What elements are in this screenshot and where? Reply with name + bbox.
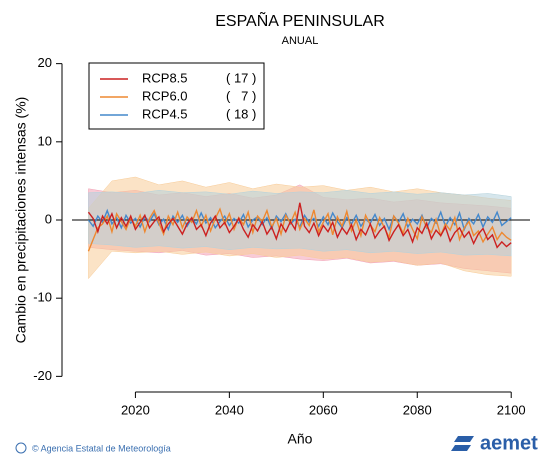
y-tick-label: 10 [38, 133, 52, 148]
x-tick-label: 2020 [121, 402, 150, 417]
y-tick-label: -10 [33, 290, 52, 305]
logo-mark [451, 436, 474, 451]
chart-title: ESPAÑA PENINSULAR [215, 10, 385, 30]
x-tick-label: 2080 [403, 402, 432, 417]
credit: © Agencia Estatal de Meteorología [32, 443, 171, 453]
x-tick-label: 2100 [497, 402, 526, 417]
logo: aemet [480, 432, 538, 454]
x-tick-label: 2060 [309, 402, 338, 417]
legend-label: RCP4.5 [142, 106, 188, 121]
legend-count: ( 18 ) [226, 106, 256, 121]
x-tick-label: 2040 [215, 402, 244, 417]
range-band [88, 190, 512, 257]
y-axis-label: Cambio en precipitaciones intensas (%) [13, 97, 29, 344]
x-axis-label: Año [288, 431, 313, 447]
credit-icon [15, 442, 27, 454]
y-tick-label: 20 [38, 55, 52, 70]
legend-count: ( 7 ) [226, 88, 256, 103]
legend-label: RCP6.0 [142, 88, 188, 103]
y-tick-label: 0 [45, 211, 52, 226]
legend-label: RCP8.5 [142, 70, 188, 85]
chart-subtitle: ANUAL [282, 35, 319, 47]
legend-box [88, 62, 265, 130]
legend-count: ( 17 ) [226, 70, 256, 85]
series-line [87, 202, 512, 249]
y-tick-label: -20 [33, 368, 52, 383]
